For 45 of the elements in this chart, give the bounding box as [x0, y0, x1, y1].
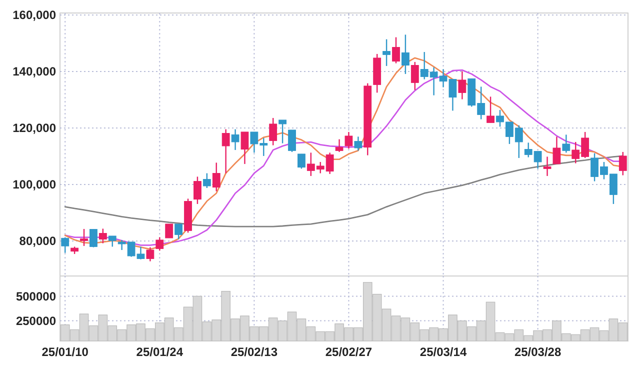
- candlestick: [156, 236, 164, 252]
- candlestick: [269, 117, 278, 146]
- candlestick: [61, 236, 70, 254]
- x-tick-label: 25/01/24: [136, 345, 184, 359]
- candlestick: [165, 223, 174, 239]
- candlestick: [98, 228, 107, 244]
- candlestick: [382, 38, 390, 67]
- candlestick: [231, 128, 240, 151]
- candlestick: [552, 136, 561, 165]
- candlestick: [108, 235, 116, 248]
- candlestick: [146, 246, 154, 262]
- candlestick: [288, 129, 296, 153]
- candlestick: [458, 70, 466, 100]
- candlestick: [354, 136, 362, 152]
- candlestick: [335, 138, 344, 153]
- y-tick-label: 160,000: [12, 8, 56, 22]
- candlestick: [278, 119, 286, 144]
- x-tick-label: 25/02/27: [325, 345, 372, 359]
- candlestick: [212, 162, 220, 192]
- candlestick: [174, 223, 182, 240]
- y-tick-label: 500000: [16, 289, 56, 304]
- candlestick: [202, 172, 211, 189]
- candlestick: [194, 176, 202, 205]
- candlestick: [486, 96, 494, 124]
- candlestick: [410, 61, 419, 91]
- candlestick: [80, 228, 88, 247]
- y-tick-label: 140,000: [12, 64, 56, 79]
- candlestick: [392, 36, 400, 64]
- x-tick-label: 25/02/13: [230, 345, 278, 359]
- candlestick: [298, 153, 306, 170]
- y-tick-label: 100,000: [12, 178, 56, 192]
- candlestick: [222, 128, 230, 174]
- candlestick: [90, 228, 98, 248]
- candlestick: [240, 131, 249, 165]
- y-tick-label: 80,000: [19, 234, 56, 248]
- candlestick: [618, 151, 627, 176]
- y-tick-label: 250000: [16, 314, 56, 328]
- candlestick: [402, 34, 410, 75]
- candlestick: [543, 156, 552, 177]
- candlestick: [562, 134, 570, 154]
- x-tick-label: 25/01/10: [42, 345, 89, 359]
- x-tick-label: 25/03/14: [420, 345, 467, 359]
- x-tick-label: 25/03/28: [514, 345, 562, 359]
- candlestick: [344, 131, 353, 150]
- y-tick-label: 120,000: [12, 121, 56, 136]
